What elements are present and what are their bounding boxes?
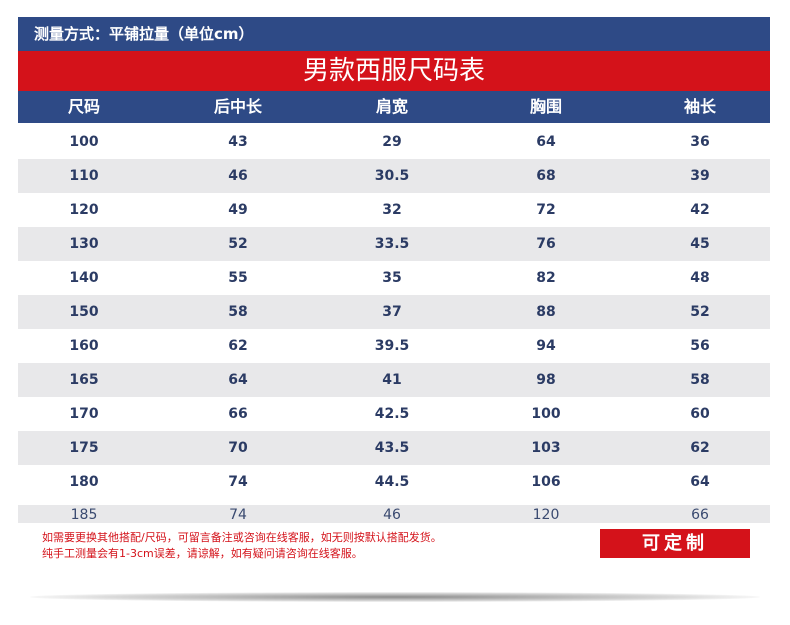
column-header-shoulder: 肩宽 [375,97,409,116]
cell-shoulder: 46 [383,507,401,523]
cell-chest: 103 [531,440,561,456]
cell-chest: 106 [531,474,561,490]
cell-sleeve: 60 [690,406,710,422]
table-row: 165 64 41 98 58 [18,363,770,397]
cell-back-length: 74 [228,474,248,490]
cell-chest: 68 [536,168,556,184]
cell-back-length: 64 [228,372,248,388]
column-header-chest: 胸围 [529,97,563,116]
footer-note-error: 纯手工测量会有1-3cm误差，请谅解，如有疑问请咨询在线客服。 [42,547,363,560]
column-header-back-length: 后中长 [213,97,263,116]
cell-back-length: 49 [228,202,248,218]
footer-note-exchange: 如需要更换其他搭配/尺码，可留言备注或咨询在线客服，如无则按默认搭配发货。 [42,531,442,544]
cell-back-length: 62 [228,338,248,354]
cell-chest: 98 [536,372,556,388]
table-row: 100 43 29 64 36 [18,125,770,159]
cell-shoulder: 29 [382,134,402,150]
table-row: 130 52 33.5 76 45 [18,227,770,261]
table-row: 170 66 42.5 100 60 [18,397,770,431]
cell-back-length: 74 [229,507,247,523]
table-row: 160 62 39.5 94 56 [18,329,770,363]
cell-sleeve: 62 [690,440,710,456]
table-row: 110 46 30.5 68 39 [18,159,770,193]
cell-sleeve: 48 [690,270,710,286]
cell-shoulder: 37 [382,304,402,320]
table-row: 175 70 43.5 103 62 [18,431,770,465]
cell-size: 180 [69,474,99,490]
cell-shoulder: 39.5 [374,338,410,354]
cell-chest: 76 [536,236,556,252]
table-row: 150 58 37 88 52 [18,295,770,329]
cell-size: 165 [69,372,99,388]
cell-back-length: 70 [228,440,248,456]
cell-sleeve: 45 [690,236,710,252]
cell-shoulder: 41 [382,372,402,388]
table-row: 120 49 32 72 42 [18,193,770,227]
cell-chest: 94 [536,338,556,354]
cell-shoulder: 33.5 [374,236,410,252]
cell-sleeve: 56 [690,338,710,354]
cell-size: 150 [69,304,99,320]
table-row: 180 74 44.5 106 64 [18,465,770,499]
cell-size: 110 [69,168,99,184]
cell-chest: 88 [536,304,556,320]
cell-shoulder: 35 [382,270,402,286]
cell-size: 175 [69,440,99,456]
drop-shadow [30,592,760,602]
cell-sleeve: 52 [690,304,710,320]
cell-size: 160 [69,338,99,354]
cell-size: 120 [69,202,99,218]
cell-chest: 120 [532,507,560,523]
customizable-badge[interactable]: 可定制 [600,529,750,558]
cell-sleeve: 39 [690,168,710,184]
cell-shoulder: 44.5 [374,474,410,490]
cell-sleeve: 66 [691,507,709,523]
cell-size: 140 [69,270,99,286]
column-header-size: 尺码 [67,97,101,116]
table-header: 尺码 后中长 肩宽 胸围 袖长 [18,91,770,123]
cell-back-length: 46 [228,168,248,184]
column-header-sleeve: 袖长 [683,97,717,116]
cell-sleeve: 64 [690,474,710,490]
cell-chest: 64 [536,134,556,150]
cell-size: 130 [69,236,99,252]
cell-shoulder: 32 [382,202,402,218]
cell-back-length: 43 [228,134,248,150]
page-title: 男款西服尺码表 [18,51,770,91]
cell-sleeve: 42 [690,202,710,218]
cell-size: 170 [69,406,99,422]
cell-size: 100 [69,134,99,150]
cell-back-length: 58 [228,304,248,320]
table-row: 140 55 35 82 48 [18,261,770,295]
cell-size: 185 [70,507,98,523]
cell-back-length: 55 [228,270,248,286]
cell-sleeve: 58 [690,372,710,388]
cell-chest: 72 [536,202,556,218]
cell-back-length: 52 [228,236,248,252]
cell-shoulder: 30.5 [374,168,410,184]
measurement-note: 测量方式：平铺拉量（单位cm） [18,17,770,51]
cell-sleeve: 36 [690,134,710,150]
cell-back-length: 66 [228,406,248,422]
cell-chest: 100 [531,406,561,422]
cell-shoulder: 43.5 [374,440,410,456]
cell-shoulder: 42.5 [374,406,410,422]
cell-chest: 82 [536,270,556,286]
